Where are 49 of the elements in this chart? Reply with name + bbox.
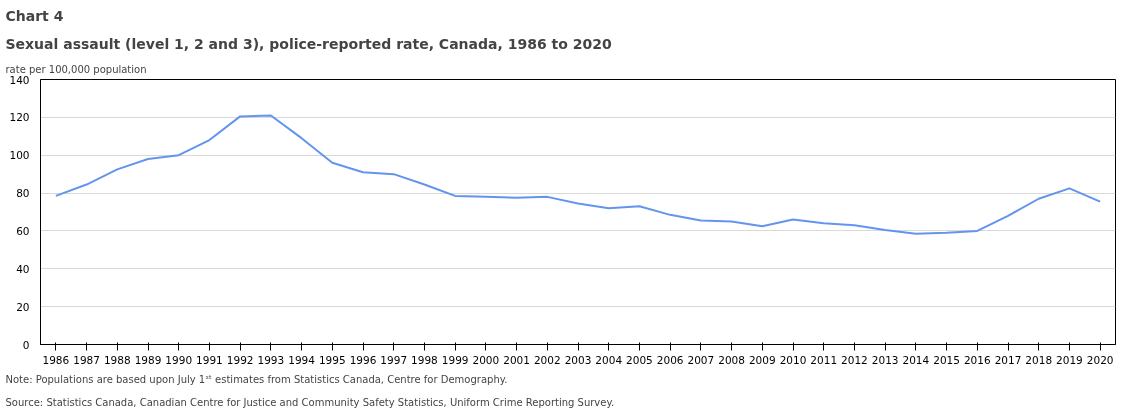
x-tick-label: 2020 [1086, 353, 1114, 366]
x-tick-label: 2000 [472, 353, 500, 366]
x-tick-label: 1990 [165, 353, 193, 366]
x-tick-label: 2013 [871, 353, 899, 366]
x-tick-label: 1988 [103, 353, 131, 366]
y-tick-label: 20 [16, 300, 30, 313]
y-tick-label: 0 [22, 338, 30, 351]
x-tick-label: 2017 [994, 353, 1022, 366]
x-tick-label: 2009 [748, 353, 776, 366]
x-tick-label: 2002 [533, 353, 561, 366]
x-tick-label: 1991 [196, 353, 223, 366]
x-tick-label: 2001 [503, 353, 530, 366]
y-tick-label: 40 [16, 262, 30, 275]
y-tick-label: 120 [9, 111, 30, 124]
x-tick-label: 2010 [779, 353, 807, 366]
x-tick-label: 2008 [718, 353, 745, 366]
chart-subtitle: Sexual assault (level 1, 2 and 3), police-reported rate, Canada, 1986 to 2020 [5, 35, 612, 52]
text: Note: Populations are based upon July 1ˢᵗ estimates from Statistics Canada, Centre for Demography. [5, 373, 508, 385]
y-tick-label: 140 [9, 73, 30, 86]
x-tick-label: 2011 [810, 353, 838, 366]
x-tick-label: 2004 [595, 353, 623, 366]
x-tick-label: 2014 [902, 353, 930, 366]
x-tick-label: 2012 [841, 353, 868, 366]
x-tick-label: 1994 [288, 353, 316, 366]
x-tick-label: 2016 [963, 353, 991, 366]
x-tick-label: 1996 [349, 353, 377, 366]
x-tick-label: 1986 [42, 353, 70, 366]
source-note: Source: Statistics Canada, Canadian Centre for Justice and Community Safety Statistics, Uniform Crime Reporting Survey. [5, 396, 615, 408]
y-tick-label: 60 [16, 224, 30, 237]
line-series [54, 114, 1102, 235]
chart-title: Chart 4 [5, 7, 64, 24]
x-tick-label: 2018 [1025, 353, 1053, 366]
x-tick-label: 1987 [73, 353, 100, 366]
x-tick-label: 2005 [626, 353, 653, 366]
x-tick-label: 2007 [687, 353, 715, 366]
x-tick-label: 1993 [257, 353, 285, 366]
y-tick-label: 100 [9, 149, 30, 162]
x-tick-label: 2006 [656, 353, 684, 366]
x-tick-label: 2015 [933, 353, 960, 366]
y-tick-label: 80 [16, 187, 30, 200]
y-axis-title: rate per 100,000 population [5, 63, 147, 75]
x-tick-label: 1999 [441, 353, 469, 366]
x-tick-label: 1995 [318, 353, 346, 366]
x-tick-label: 2003 [564, 353, 592, 366]
x-tick-label: 1992 [226, 353, 254, 366]
x-tick-label: 1989 [134, 353, 162, 366]
x-tick-label: 1997 [380, 353, 408, 366]
x-tick-label: 1998 [411, 353, 438, 366]
x-tick-label: 2019 [1056, 353, 1083, 366]
